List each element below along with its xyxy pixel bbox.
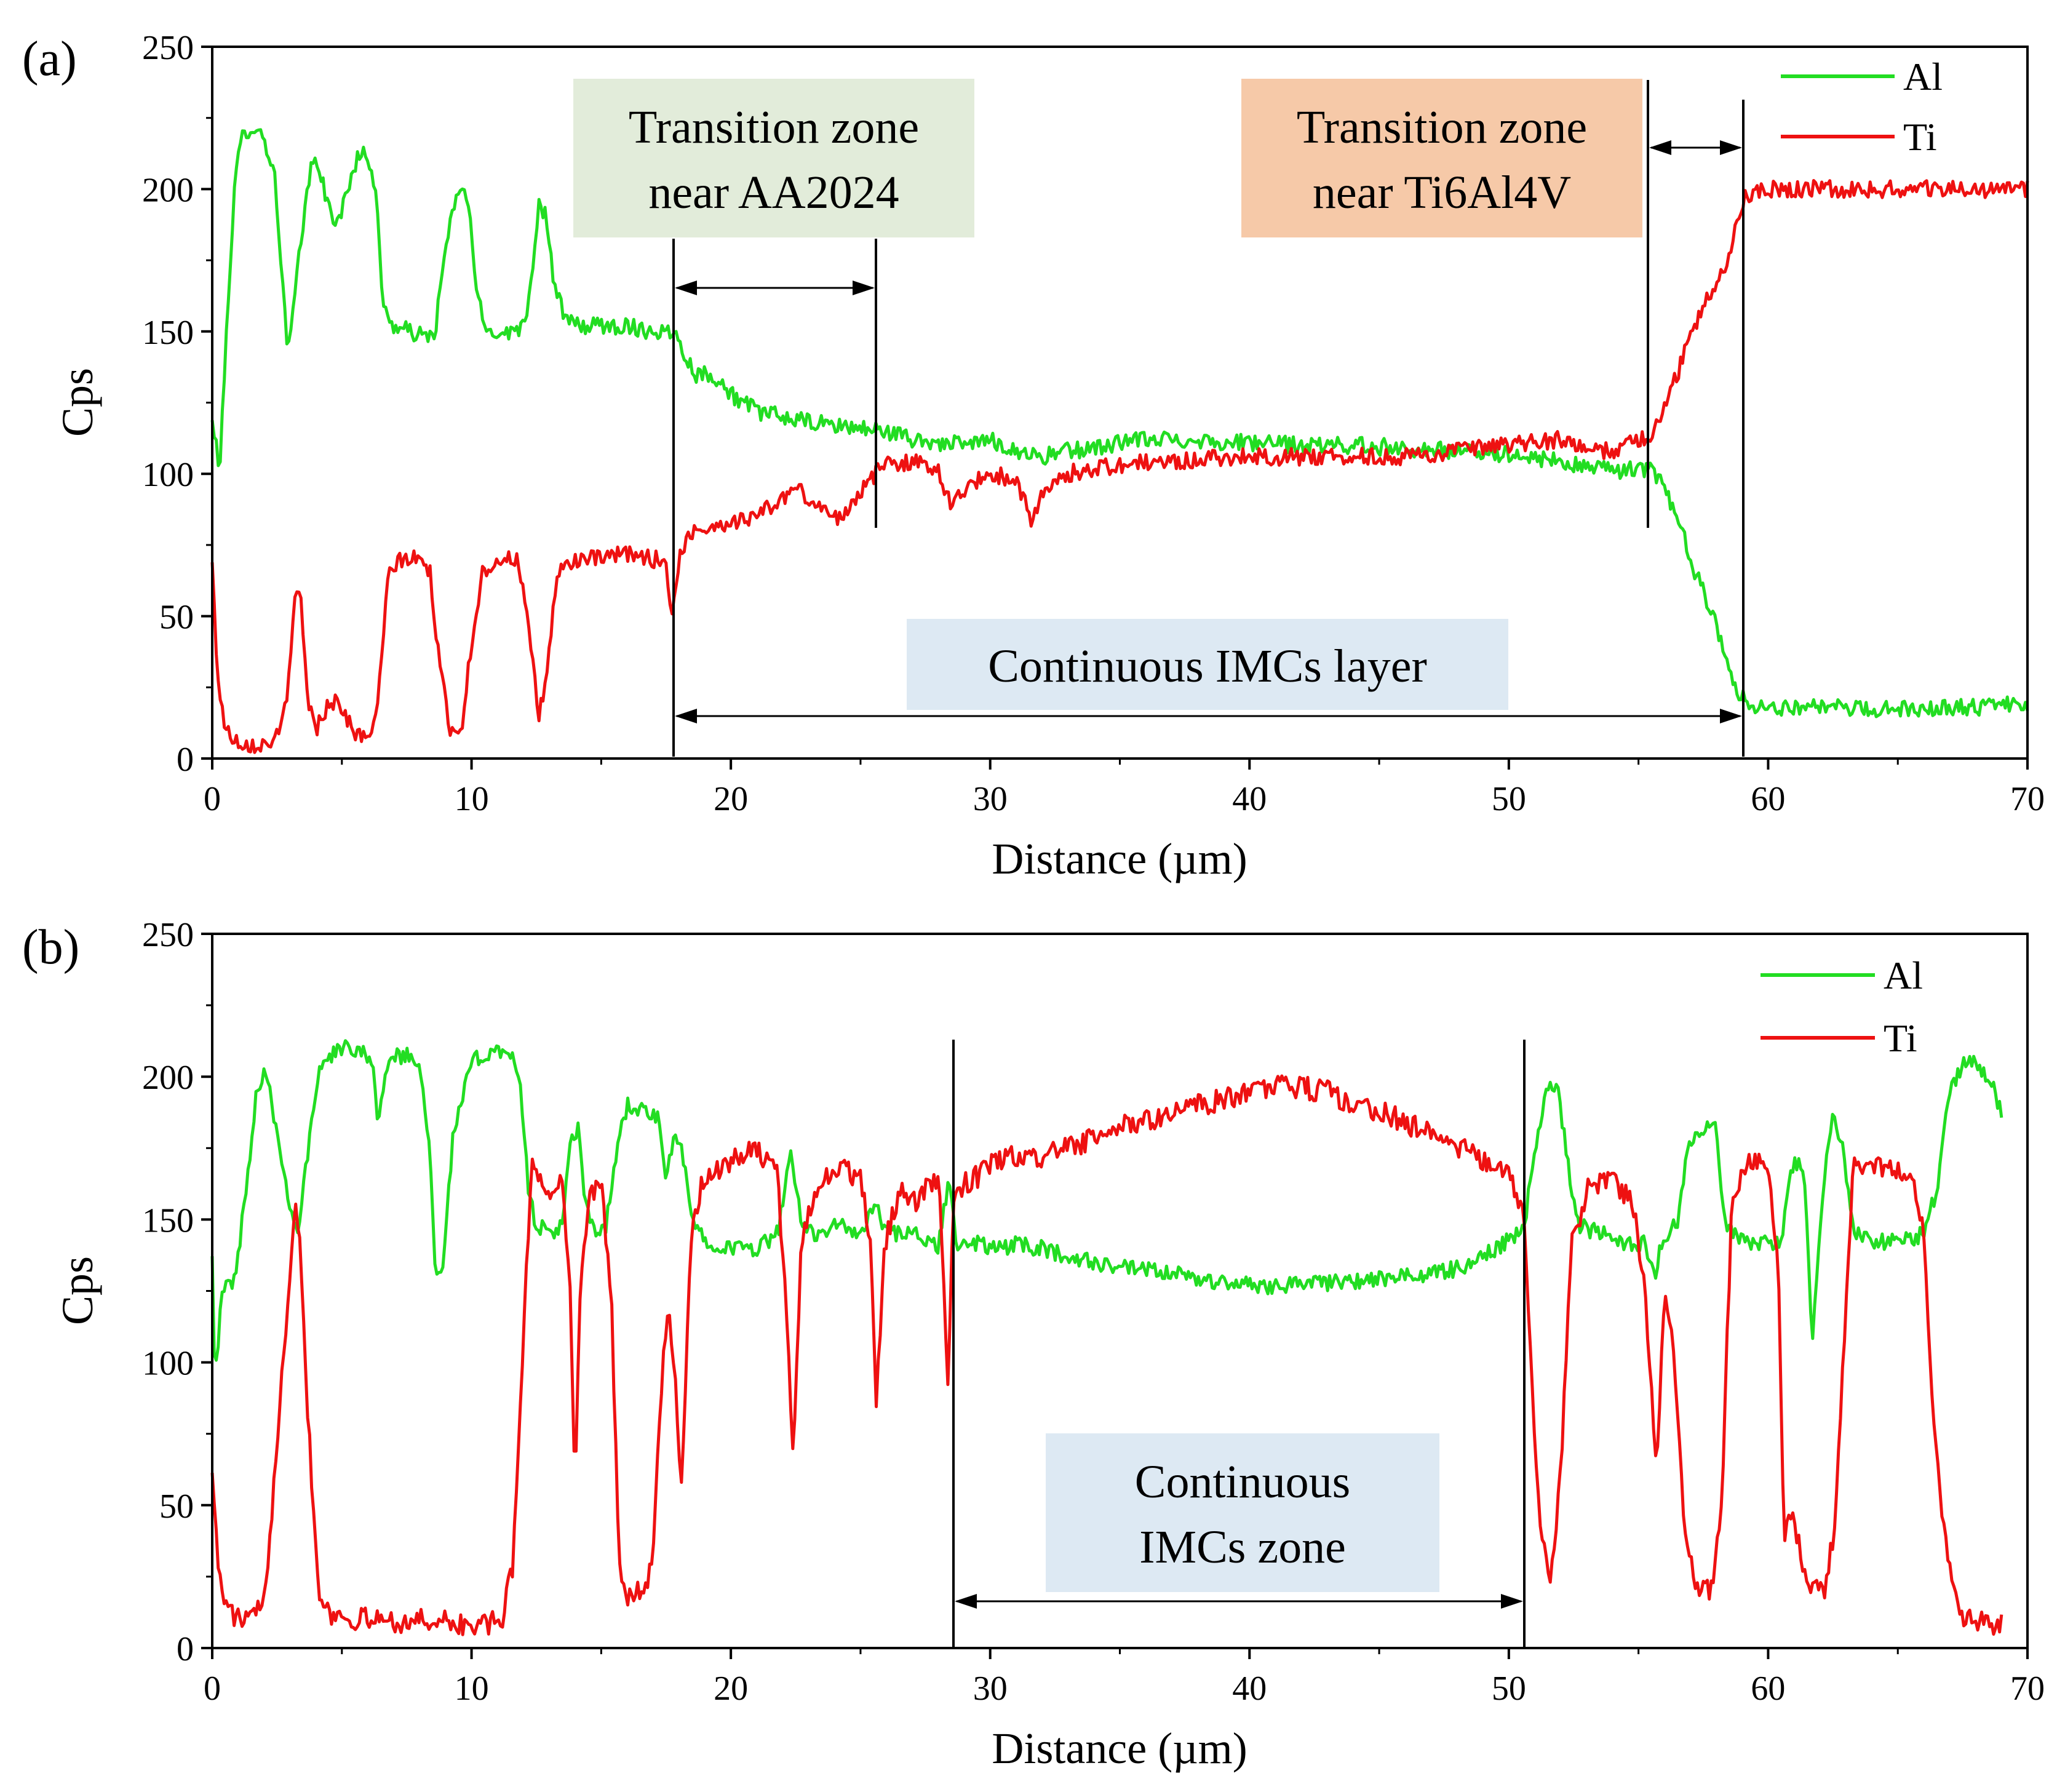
panel-a-series-ti-line — [210, 179, 2029, 754]
panel-b-y-tick-label: 250 — [142, 916, 194, 954]
panel-a: (a) 0 10 20 30 40 50 60 70 0 50 100 150 200 250 Trans… — [22, 29, 2045, 883]
panel-a-y-tick-label: 0 — [177, 741, 194, 779]
panel-a-annotation-ti6al4v-line2: near Ti6Al4V — [1313, 167, 1571, 218]
panel-a-annotation-aa2024-box — [573, 79, 974, 237]
panel-a-series-al-line — [210, 128, 2029, 719]
panel-a-x-tick-label: 40 — [1232, 780, 1267, 818]
panel-a-annotation-aa2024-line2: near AA2024 — [648, 167, 899, 218]
panel-a-x-tick-label: 0 — [204, 780, 221, 818]
panel-a-arrow-ti6al4v — [1649, 140, 1742, 155]
panel-a-plot-frame — [211, 46, 2029, 760]
panel-b-legend-ti-label: Ti — [1884, 1016, 1917, 1060]
panel-b-x-axis-label: Distance (µm) — [992, 1724, 1247, 1773]
panel-a-x-tick-label: 70 — [2010, 780, 2045, 818]
panel-a-x-tick-label: 20 — [714, 780, 748, 818]
panel-b-series-al-line — [210, 1039, 2003, 1362]
panel-b-x-tick-label: 10 — [455, 1670, 489, 1708]
panel-b-y-tick-label: 50 — [159, 1487, 194, 1526]
panel-a-annotation-ti6al4v-line1: Transition zone — [1297, 102, 1587, 153]
panel-b-label: (b) — [22, 920, 79, 974]
panel-a-arrow-aa2024 — [675, 281, 875, 295]
panel-b-arrow-imcs — [955, 1594, 1523, 1609]
panel-b-y-axis-label: Cps — [53, 1256, 102, 1325]
panel-a-annotation-ti6al4v-box — [1241, 79, 1642, 237]
panel-a-y-tick-label: 200 — [142, 171, 194, 209]
panel-a-y-tick-label: 50 — [159, 599, 194, 637]
panel-a-annotation-imcs-text: Continuous IMCs layer — [988, 640, 1427, 692]
panel-b-series — [210, 1039, 2003, 1636]
panel-b-x-tick-label: 30 — [973, 1670, 1008, 1708]
panel-a-x-axis-label: Distance (µm) — [992, 834, 1247, 883]
panel-b-x-tick-label: 40 — [1232, 1670, 1267, 1708]
panel-b-annotation-imcs-line1: Continuous — [1135, 1456, 1351, 1508]
panel-b-y-tick-label: 150 — [142, 1201, 194, 1240]
panel-a-y-tick-label: 100 — [142, 456, 194, 494]
panel-a-series — [210, 128, 2029, 754]
panel-a-label: (a) — [22, 32, 77, 86]
panel-b-annotation-imcs-line2: IMCs zone — [1139, 1521, 1346, 1573]
panel-a-y-tick-label: 250 — [142, 29, 194, 67]
panel-a-legend-ti-label: Ti — [1903, 115, 1937, 159]
panel-a-annotation-imcs-box — [907, 619, 1508, 710]
panel-b-legend: Al Ti — [1761, 954, 1923, 1060]
panel-a-y-tick-label: 150 — [142, 314, 194, 352]
panel-a-x-tick-label: 10 — [455, 780, 489, 818]
panel-b-y-tick-label: 200 — [142, 1059, 194, 1097]
panel-a-y-axis-label: Cps — [53, 368, 102, 437]
panel-a-x-tick-label: 30 — [973, 780, 1008, 818]
panel-b-x-tick-label: 60 — [1751, 1670, 1785, 1708]
panel-b-annotation-imcs-box — [1046, 1433, 1439, 1592]
panel-b-x-tick-label: 70 — [2010, 1670, 2045, 1708]
panel-b-x-tick-label: 20 — [714, 1670, 748, 1708]
panel-b-x-tick-label: 50 — [1492, 1670, 1526, 1708]
panel-b-series-ti-line — [210, 1074, 2003, 1636]
panel-b-legend-al-label: Al — [1884, 954, 1923, 997]
panel-b-plot-frame — [211, 933, 2029, 1649]
panel-a-ticks: 0 10 20 30 40 50 60 70 0 50 100 150 200 250 — [142, 29, 2045, 818]
panel-a-annotation-aa2024-line1: Transition zone — [629, 102, 919, 153]
panel-b-y-tick-label: 100 — [142, 1345, 194, 1383]
panel-a-legend-al-label: Al — [1903, 55, 1943, 98]
panel-a-x-tick-label: 60 — [1751, 780, 1785, 818]
panel-a-arrow-imcs — [675, 709, 1742, 723]
panel-a-x-tick-label: 50 — [1492, 780, 1526, 818]
panel-b: (b) 0 10 20 30 40 50 60 70 0 50 100 150 200 250 Conti… — [22, 916, 2045, 1773]
panel-a-legend: Al Ti — [1781, 55, 1943, 159]
panel-b-x-tick-label: 0 — [204, 1670, 221, 1708]
panel-b-y-tick-label: 0 — [177, 1630, 194, 1668]
panel-b-ticks: 0 10 20 30 40 50 60 70 0 50 100 150 200 250 — [142, 916, 2045, 1708]
